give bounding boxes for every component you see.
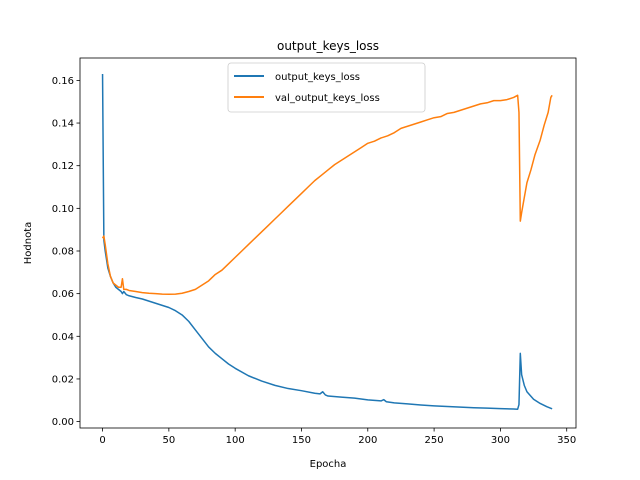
y-tick-label: 0.06 (52, 289, 74, 300)
y-tick-label: 0.14 (52, 119, 74, 130)
y-tick-label: 0.04 (52, 332, 74, 343)
y-tick-label: 0.02 (52, 374, 74, 385)
x-tick-label: 0 (99, 435, 105, 446)
y-axis-label: Hodnota (23, 222, 34, 265)
x-axis-label: Epocha (310, 459, 347, 470)
x-axis: 0 50 100 150 200 250 300 350 (99, 428, 576, 446)
x-tick-label: 150 (292, 435, 311, 446)
y-tick-label: 0.16 (52, 76, 74, 87)
legend-box (227, 62, 426, 113)
y-tick-label: 0.12 (52, 161, 74, 172)
y-axis: 0.00 0.02 0.04 0.06 0.08 0.10 0.12 0.14 0.16 (52, 76, 80, 428)
axes-frame (79, 57, 577, 429)
y-tick-label: 0.08 (52, 246, 74, 257)
x-tick-label: 100 (226, 435, 245, 446)
x-tick-label: 300 (491, 435, 510, 446)
series-lines (101, 73, 553, 410)
legend: output_keys_loss val_output_keys_loss (227, 62, 426, 113)
x-tick-label: 200 (358, 435, 377, 446)
y-tick-label: 0.10 (52, 204, 74, 215)
legend-label-output-keys-loss: output_keys_loss (275, 72, 360, 83)
x-tick-label: 350 (557, 435, 576, 446)
y-tick-label: 0.00 (52, 417, 74, 428)
x-tick-label: 250 (425, 435, 444, 446)
legend-label-val-output-keys-loss: val_output_keys_loss (275, 93, 380, 104)
series-line-output-keys-loss (101, 73, 553, 410)
chart-title: output_keys_loss (277, 39, 379, 53)
x-tick-label: 50 (162, 435, 175, 446)
plot-area (79, 57, 577, 429)
series-line-val-output-keys-loss (101, 94, 553, 296)
